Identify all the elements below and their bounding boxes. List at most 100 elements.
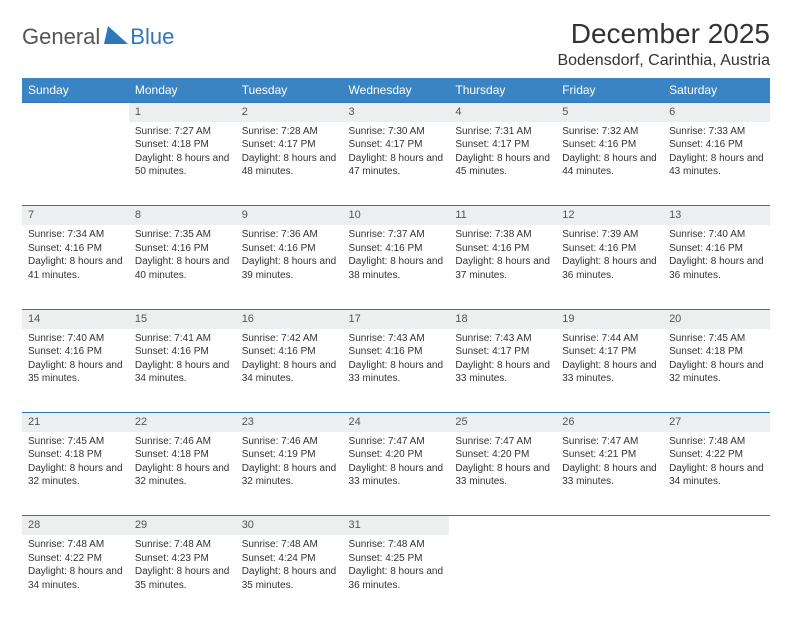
sunrise-text: Sunrise: 7:39 AM: [562, 228, 657, 242]
day-content-cell: Sunrise: 7:48 AMSunset: 4:25 PMDaylight:…: [343, 535, 450, 619]
sunrise-text: Sunrise: 7:48 AM: [135, 538, 230, 552]
day-content-cell: [663, 535, 770, 619]
sunrise-text: Sunrise: 7:33 AM: [669, 125, 764, 139]
daynum-row: 78910111213: [22, 206, 770, 225]
day-number-cell: 13: [663, 206, 770, 225]
daynum-row: 28293031: [22, 516, 770, 535]
location-text: Bodensdorf, Carinthia, Austria: [557, 52, 770, 70]
daylight-text: Daylight: 8 hours and 35 minutes.: [242, 565, 337, 592]
daylight-text: Daylight: 8 hours and 39 minutes.: [242, 255, 337, 282]
daylight-text: Daylight: 8 hours and 32 minutes.: [242, 462, 337, 489]
day-content-cell: Sunrise: 7:48 AMSunset: 4:22 PMDaylight:…: [22, 535, 129, 619]
sunrise-text: Sunrise: 7:37 AM: [349, 228, 444, 242]
page-title: December 2025: [557, 18, 770, 50]
day-content-cell: Sunrise: 7:48 AMSunset: 4:22 PMDaylight:…: [663, 432, 770, 516]
sunset-text: Sunset: 4:16 PM: [28, 345, 123, 359]
day-number-cell: 26: [556, 413, 663, 432]
day-number-cell: [449, 516, 556, 535]
sunrise-text: Sunrise: 7:34 AM: [28, 228, 123, 242]
content-row: Sunrise: 7:34 AMSunset: 4:16 PMDaylight:…: [22, 225, 770, 309]
day-number-cell: 24: [343, 413, 450, 432]
sunset-text: Sunset: 4:16 PM: [669, 138, 764, 152]
brand-logo: General Blue: [22, 18, 174, 50]
day-number-cell: 14: [22, 309, 129, 328]
day-content-cell: Sunrise: 7:38 AMSunset: 4:16 PMDaylight:…: [449, 225, 556, 309]
day-number-cell: 29: [129, 516, 236, 535]
daylight-text: Daylight: 8 hours and 35 minutes.: [28, 359, 123, 386]
day-content-cell: Sunrise: 7:46 AMSunset: 4:18 PMDaylight:…: [129, 432, 236, 516]
sunset-text: Sunset: 4:19 PM: [242, 448, 337, 462]
day-header: Thursday: [449, 78, 556, 103]
sunrise-text: Sunrise: 7:38 AM: [455, 228, 550, 242]
daylight-text: Daylight: 8 hours and 36 minutes.: [669, 255, 764, 282]
day-header: Wednesday: [343, 78, 450, 103]
daylight-text: Daylight: 8 hours and 32 minutes.: [135, 462, 230, 489]
daylight-text: Daylight: 8 hours and 34 minutes.: [669, 462, 764, 489]
day-content-cell: Sunrise: 7:47 AMSunset: 4:20 PMDaylight:…: [343, 432, 450, 516]
sunrise-text: Sunrise: 7:46 AM: [135, 435, 230, 449]
day-content-cell: Sunrise: 7:42 AMSunset: 4:16 PMDaylight:…: [236, 329, 343, 413]
day-content-cell: Sunrise: 7:45 AMSunset: 4:18 PMDaylight:…: [663, 329, 770, 413]
daylight-text: Daylight: 8 hours and 33 minutes.: [562, 462, 657, 489]
sunrise-text: Sunrise: 7:48 AM: [349, 538, 444, 552]
sunset-text: Sunset: 4:21 PM: [562, 448, 657, 462]
brand-part2: Blue: [130, 24, 174, 50]
sunrise-text: Sunrise: 7:48 AM: [669, 435, 764, 449]
day-content-cell: Sunrise: 7:34 AMSunset: 4:16 PMDaylight:…: [22, 225, 129, 309]
sunrise-text: Sunrise: 7:32 AM: [562, 125, 657, 139]
day-content-cell: Sunrise: 7:45 AMSunset: 4:18 PMDaylight:…: [22, 432, 129, 516]
sunrise-text: Sunrise: 7:27 AM: [135, 125, 230, 139]
daylight-text: Daylight: 8 hours and 33 minutes.: [562, 359, 657, 386]
day-number-cell: 22: [129, 413, 236, 432]
day-content-cell: [22, 122, 129, 206]
page-header: General Blue December 2025 Bodensdorf, C…: [22, 18, 770, 70]
day-content-cell: [556, 535, 663, 619]
daylight-text: Daylight: 8 hours and 41 minutes.: [28, 255, 123, 282]
sunset-text: Sunset: 4:16 PM: [135, 242, 230, 256]
sunset-text: Sunset: 4:17 PM: [242, 138, 337, 152]
daynum-row: 123456: [22, 103, 770, 122]
day-number-cell: 10: [343, 206, 450, 225]
sunset-text: Sunset: 4:23 PM: [135, 552, 230, 566]
daynum-row: 21222324252627: [22, 413, 770, 432]
day-number-cell: 20: [663, 309, 770, 328]
sunrise-text: Sunrise: 7:42 AM: [242, 332, 337, 346]
day-content-cell: Sunrise: 7:47 AMSunset: 4:20 PMDaylight:…: [449, 432, 556, 516]
sunset-text: Sunset: 4:16 PM: [242, 242, 337, 256]
day-content-cell: Sunrise: 7:43 AMSunset: 4:16 PMDaylight:…: [343, 329, 450, 413]
daylight-text: Daylight: 8 hours and 40 minutes.: [135, 255, 230, 282]
day-number-cell: 27: [663, 413, 770, 432]
daylight-text: Daylight: 8 hours and 32 minutes.: [28, 462, 123, 489]
day-number-cell: 5: [556, 103, 663, 122]
day-content-cell: Sunrise: 7:48 AMSunset: 4:24 PMDaylight:…: [236, 535, 343, 619]
day-number-cell: 4: [449, 103, 556, 122]
day-number-cell: 3: [343, 103, 450, 122]
day-header: Monday: [129, 78, 236, 103]
day-content-cell: Sunrise: 7:31 AMSunset: 4:17 PMDaylight:…: [449, 122, 556, 206]
sunset-text: Sunset: 4:24 PM: [242, 552, 337, 566]
sunset-text: Sunset: 4:22 PM: [669, 448, 764, 462]
sunrise-text: Sunrise: 7:45 AM: [669, 332, 764, 346]
day-number-cell: 21: [22, 413, 129, 432]
day-content-cell: Sunrise: 7:44 AMSunset: 4:17 PMDaylight:…: [556, 329, 663, 413]
daylight-text: Daylight: 8 hours and 36 minutes.: [562, 255, 657, 282]
sunrise-text: Sunrise: 7:47 AM: [562, 435, 657, 449]
day-number-cell: 16: [236, 309, 343, 328]
day-content-cell: Sunrise: 7:37 AMSunset: 4:16 PMDaylight:…: [343, 225, 450, 309]
sunset-text: Sunset: 4:16 PM: [562, 138, 657, 152]
sunrise-text: Sunrise: 7:30 AM: [349, 125, 444, 139]
daylight-text: Daylight: 8 hours and 34 minutes.: [242, 359, 337, 386]
daylight-text: Daylight: 8 hours and 34 minutes.: [28, 565, 123, 592]
day-header: Saturday: [663, 78, 770, 103]
sunset-text: Sunset: 4:16 PM: [455, 242, 550, 256]
day-content-cell: Sunrise: 7:40 AMSunset: 4:16 PMDaylight:…: [663, 225, 770, 309]
sunset-text: Sunset: 4:17 PM: [455, 345, 550, 359]
day-number-cell: 8: [129, 206, 236, 225]
day-header-row: Sunday Monday Tuesday Wednesday Thursday…: [22, 78, 770, 103]
sunrise-text: Sunrise: 7:43 AM: [455, 332, 550, 346]
daylight-text: Daylight: 8 hours and 35 minutes.: [135, 565, 230, 592]
day-number-cell: 30: [236, 516, 343, 535]
day-header: Friday: [556, 78, 663, 103]
day-number-cell: [556, 516, 663, 535]
day-number-cell: 15: [129, 309, 236, 328]
